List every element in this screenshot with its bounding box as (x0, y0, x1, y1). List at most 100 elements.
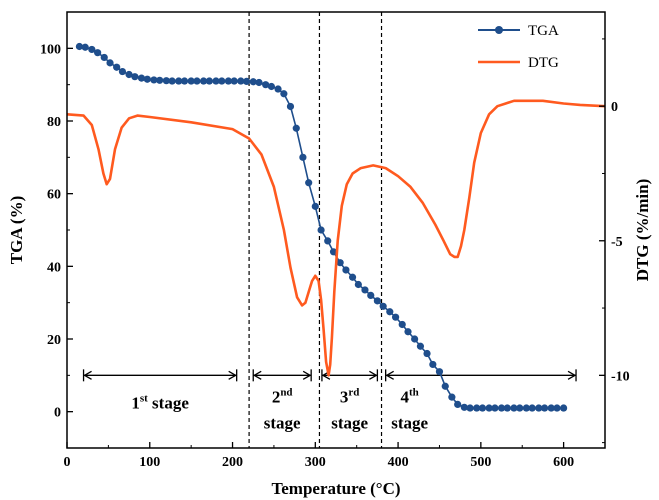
y-left-tick-label: 40 (47, 260, 61, 275)
series-tga-point (522, 404, 530, 412)
stage-2-arrowhead-left (252, 370, 262, 380)
y-axis-right-title: DTG (%/min) (633, 179, 652, 281)
series-tga-point (88, 45, 96, 54)
series-tga-point (267, 82, 276, 91)
series-tga-point (348, 273, 357, 281)
series-tga-point (491, 404, 499, 412)
series-tga-point (361, 286, 369, 294)
series-tga-point (416, 342, 425, 350)
dividers-layer (248, 12, 383, 448)
x-axis-title: Temperature (°C) (271, 479, 400, 498)
series-tga-point (193, 77, 201, 85)
series-tga-point (212, 77, 220, 85)
stage-3-arrowhead-right (369, 370, 378, 380)
x-tick-label: 100 (139, 455, 160, 470)
legend-tga-label: TGA (528, 23, 559, 39)
series-tga-point (94, 49, 102, 57)
series-tga-point (125, 70, 133, 79)
series-tga-point (404, 328, 412, 336)
y-axis-left-title: TGA (%) (7, 196, 26, 264)
series-tga-point (448, 393, 456, 401)
y-right-tick-label: -5 (611, 235, 623, 250)
series-tga-point (336, 259, 344, 267)
series-tga-point (81, 43, 89, 51)
x-tick-label: 200 (222, 455, 243, 470)
x-tick-label: 600 (553, 455, 574, 470)
series-tga-point (205, 77, 213, 85)
legend-dtg-label: DTG (528, 55, 559, 71)
stage-annotations: 1st stage 2nd stage 3rd stage 4th stage (82, 369, 577, 432)
series-tga-point (280, 90, 288, 98)
series-tga-point (255, 78, 263, 87)
series-tga-point (286, 102, 295, 111)
y-right-tick-label: 0 (611, 100, 618, 115)
series-tga-point (528, 404, 536, 412)
series-tga-point (175, 77, 183, 85)
series-tga-point (535, 404, 543, 412)
y-left-tick-label: 20 (47, 333, 61, 348)
stage-2-label: 2nd (272, 386, 293, 406)
series-tga-point (218, 77, 226, 85)
series-tga-point (441, 382, 449, 390)
series-tga-point (503, 404, 511, 412)
series-tga-point (180, 77, 189, 85)
series-tga-point (497, 404, 506, 412)
series-tga-point (386, 308, 394, 316)
x-tick-label: 300 (305, 455, 326, 470)
series-tga-point (354, 280, 362, 289)
series-tga-point (292, 124, 300, 132)
y-left-tick-label: 100 (40, 42, 61, 57)
stage-4-arrowhead-right (567, 370, 577, 380)
axes-layer: 0 100 200 300 400 500 600 0 20 40 60 80 100 0 -5 -10 (40, 11, 630, 470)
series-tga-point (249, 78, 257, 86)
series-tga-point (510, 404, 518, 412)
stage-1-arrowhead-left (83, 370, 92, 380)
series-tga-point (150, 76, 158, 84)
stage-2-arrowhead-right (302, 370, 312, 380)
series-tga-point (137, 74, 146, 82)
stage-4-label: stage (391, 413, 428, 432)
stage-4-label: 4th (401, 386, 419, 406)
series-tga-point (553, 404, 561, 412)
series-tga-point (311, 202, 319, 210)
series-tga-point (299, 153, 307, 161)
series-dtg-line (66, 99, 606, 377)
series-tga-point (473, 404, 481, 412)
y-right-tick-label: -10 (611, 369, 630, 384)
series-tga-point (274, 85, 282, 93)
series-tga-point (187, 77, 195, 85)
series-tga-point (423, 349, 431, 358)
series-tga-point (435, 368, 444, 376)
y-left-tick-label: 80 (47, 115, 61, 130)
series-tga-point (118, 67, 127, 76)
series-tga-point (411, 335, 419, 343)
series-tga-point (162, 77, 170, 85)
series-tga-point (131, 73, 139, 81)
series-tga-point (342, 266, 350, 274)
y-left-tick-label: 0 (54, 406, 61, 421)
series-tga-point (113, 63, 121, 71)
series-tga-point (199, 77, 208, 85)
series-tga-point (243, 77, 251, 85)
x-tick-label: 400 (388, 455, 409, 470)
stage-2-label: stage (264, 413, 301, 432)
series-tga-point (168, 77, 176, 85)
series-tga-point (560, 404, 568, 412)
stage-3-label: stage (331, 413, 368, 432)
series-tga-point (156, 76, 164, 84)
series-tga-point (398, 320, 406, 329)
series-tga-point (106, 59, 114, 67)
stage-1-arrowhead-right (228, 370, 237, 380)
series-tga-point (516, 404, 524, 412)
series-tga-point (262, 81, 270, 89)
series-tga-point (373, 297, 381, 305)
series-tga-point (305, 179, 313, 187)
series-tga-point (224, 77, 232, 85)
series-tga-point (391, 313, 400, 321)
series-tga-point (478, 404, 487, 412)
x-tick-label: 500 (470, 455, 491, 470)
x-tick-label: 0 (64, 455, 71, 470)
stage-1-label: 1st stage (131, 392, 189, 412)
